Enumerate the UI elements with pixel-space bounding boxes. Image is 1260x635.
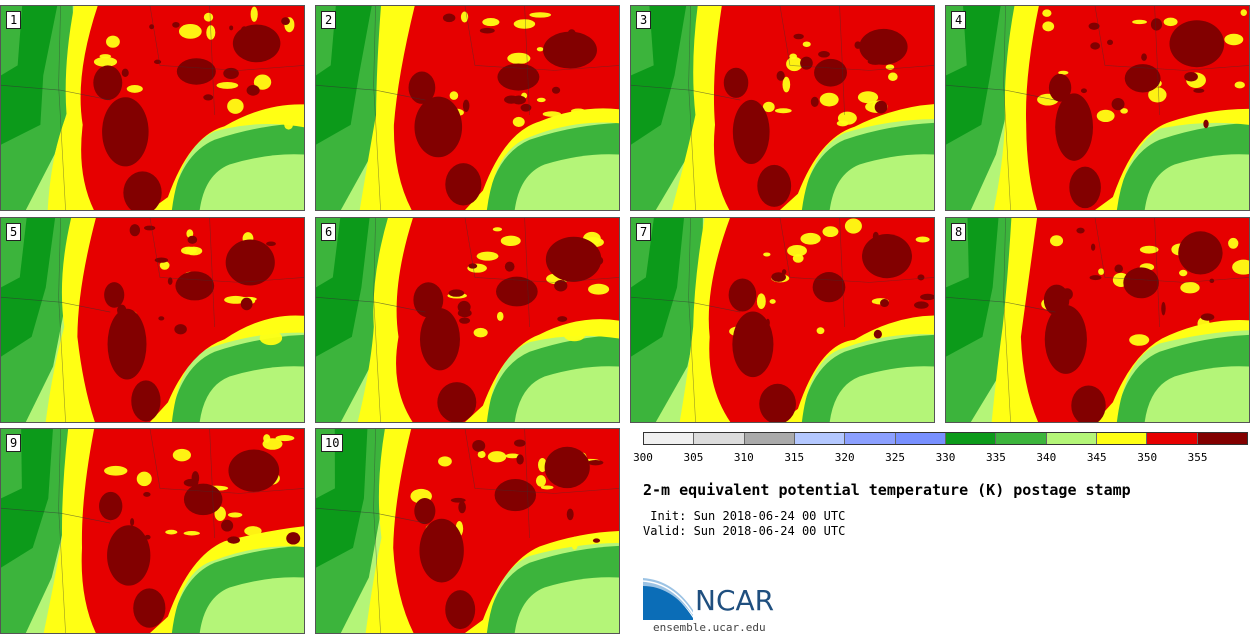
colorbar-swatch: [1096, 433, 1148, 444]
theta-e-map: [631, 6, 934, 210]
member-number-label: 4: [951, 11, 967, 29]
colorbar-swatch: [1147, 433, 1198, 444]
colorbar-swatch: [1197, 433, 1247, 444]
colorbar-tick-label: 325: [885, 451, 906, 464]
colorbar-ticks: 300 305 310 315 320 325 330 335 340 345 350 355: [633, 451, 1248, 465]
colorbar-tick-label: 355: [1187, 451, 1208, 464]
colorbar-swatch: [744, 433, 795, 444]
member-number-label: 9: [6, 434, 22, 452]
theta-e-map: [946, 6, 1249, 210]
colorbar-tick-label: 340: [1036, 451, 1057, 464]
member-number-label: 10: [321, 434, 344, 452]
theta-e-map: [316, 429, 619, 633]
ensemble-member-panel: 1: [0, 5, 305, 211]
theta-e-map: [1, 429, 304, 633]
ensemble-member-panel: 2: [315, 5, 620, 211]
valid-time: Valid: Sun 2018-06-24 00 UTC: [643, 524, 846, 538]
colorbar-tick-label: 335: [985, 451, 1006, 464]
member-number-label: 2: [321, 11, 337, 29]
theta-e-map: [316, 218, 619, 422]
ncar-swoosh-icon: [643, 578, 693, 620]
init-time: Init: Sun 2018-06-24 00 UTC: [643, 509, 846, 523]
member-number-label: 1: [6, 11, 22, 29]
member-number-label: 5: [6, 223, 22, 241]
colorbar-tick-label: 330: [935, 451, 956, 464]
theta-e-map: [1, 6, 304, 210]
colorbar-tick-label: 300: [633, 451, 653, 464]
theta-e-map: [631, 218, 934, 422]
ensemble-member-panel: 5: [0, 217, 305, 423]
ensemble-member-panel: 7: [630, 217, 935, 423]
colorbar-swatch: [945, 433, 997, 444]
theta-e-map: [316, 6, 619, 210]
website-url[interactable]: ensemble.ucar.edu: [653, 621, 766, 634]
colorbar-swatch: [845, 433, 896, 444]
colorbar-swatch: [644, 433, 695, 444]
colorbar: [643, 432, 1248, 445]
colorbar-swatch: [794, 433, 846, 444]
ensemble-member-panel: 6: [315, 217, 620, 423]
theta-e-map: [946, 218, 1249, 422]
colorbar-tick-label: 350: [1137, 451, 1158, 464]
plot-title: 2-m equivalent potential temperature (K)…: [643, 481, 1131, 499]
colorbar-swatch: [895, 433, 946, 444]
member-number-label: 8: [951, 223, 967, 241]
colorbar-tick-label: 345: [1086, 451, 1107, 464]
colorbar-tick-label: 305: [683, 451, 704, 464]
ensemble-member-panel: 3: [630, 5, 935, 211]
ncar-logo-text: NCAR: [695, 584, 775, 617]
colorbar-tick-label: 310: [733, 451, 754, 464]
colorbar-swatch: [694, 433, 745, 444]
ensemble-member-panel: 10: [315, 428, 620, 634]
ensemble-member-panel: 4: [945, 5, 1250, 211]
colorbar-tick-label: 315: [784, 451, 805, 464]
member-number-label: 6: [321, 223, 337, 241]
ensemble-member-panel: 9: [0, 428, 305, 634]
ensemble-member-panel: 8: [945, 217, 1250, 423]
ncar-logo: NCAR: [643, 578, 793, 620]
colorbar-swatch: [1046, 433, 1097, 444]
member-number-label: 7: [636, 223, 652, 241]
member-number-label: 3: [636, 11, 652, 29]
colorbar-swatch: [996, 433, 1047, 444]
colorbar-tick-label: 320: [834, 451, 855, 464]
theta-e-map: [1, 218, 304, 422]
